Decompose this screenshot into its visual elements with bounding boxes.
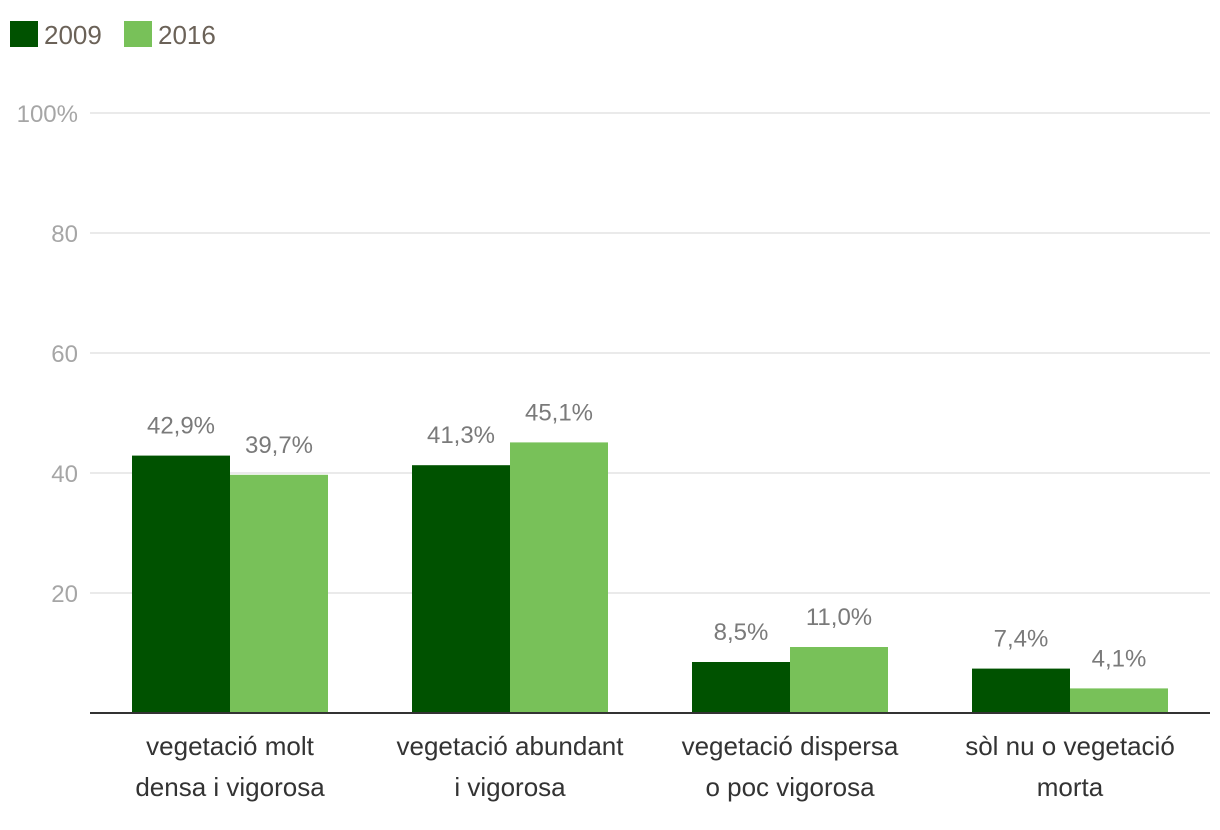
grid-lines bbox=[90, 112, 1210, 594]
legend-swatch-2016 bbox=[124, 21, 152, 47]
value-label-2009-cat-1: 41,3% bbox=[427, 422, 495, 449]
category-labels: vegetació molt densa i vigorosa vegetació … bbox=[135, 731, 1174, 802]
value-label-2016-cat-0: 39,7% bbox=[245, 432, 313, 459]
value-label-2016-cat-1: 45,1% bbox=[525, 399, 593, 426]
bar-2016-cat-3[interactable] bbox=[1070, 688, 1168, 713]
bar-2009-cat-0[interactable] bbox=[132, 455, 230, 713]
category-label-1-line-1: i vigorosa bbox=[454, 772, 566, 802]
bar-2009-cat-1[interactable] bbox=[412, 465, 510, 713]
bar-2016-cat-2[interactable] bbox=[790, 647, 888, 713]
y-tick-label-100: 100% bbox=[17, 101, 78, 128]
value-label-2016-cat-3: 4,1% bbox=[1092, 645, 1147, 672]
legend-item-2009[interactable]: 2009 bbox=[10, 20, 102, 50]
legend: 2009 2016 bbox=[10, 20, 216, 50]
y-tick-label-20: 20 bbox=[51, 581, 78, 608]
category-label-2-line-0: vegetació dispersa bbox=[682, 731, 899, 761]
y-tick-label-40: 40 bbox=[51, 461, 78, 488]
legend-label-2009: 2009 bbox=[44, 20, 102, 50]
category-label-2-line-1: o poc vigorosa bbox=[705, 772, 875, 802]
bar-2016-cat-0[interactable] bbox=[230, 474, 328, 713]
y-tick-label-80: 80 bbox=[51, 221, 78, 248]
legend-label-2016: 2016 bbox=[158, 20, 216, 50]
value-label-2016-cat-2: 11,0% bbox=[806, 604, 872, 631]
value-labels: 42,9% 39,7% 41,3% 45,1% 8,5% 11,0% 7,4% 4,1% bbox=[147, 399, 1146, 672]
value-label-2009-cat-3: 7,4% bbox=[994, 626, 1049, 653]
category-label-0-line-1: densa i vigorosa bbox=[135, 772, 325, 802]
category-label-1-line-0: vegetació abundant bbox=[397, 731, 625, 761]
category-label-0-line-0: vegetació molt bbox=[146, 731, 314, 761]
value-label-2009-cat-2: 8,5% bbox=[714, 619, 769, 646]
bar-2009-cat-3[interactable] bbox=[972, 668, 1070, 713]
bar-2009-cat-2[interactable] bbox=[692, 662, 790, 713]
y-axis-ticks: 20 40 60 80 100% bbox=[17, 101, 78, 608]
category-label-3-line-1: morta bbox=[1037, 772, 1104, 802]
value-label-2009-cat-0: 42,9% bbox=[147, 413, 215, 440]
bar-2016-cat-1[interactable] bbox=[510, 442, 608, 713]
legend-swatch-2009 bbox=[10, 21, 38, 47]
bars bbox=[132, 442, 1168, 713]
legend-item-2016[interactable]: 2016 bbox=[124, 20, 216, 50]
y-tick-label-60: 60 bbox=[51, 341, 78, 368]
category-label-3-line-0: sòl nu o vegetació bbox=[965, 731, 1175, 761]
